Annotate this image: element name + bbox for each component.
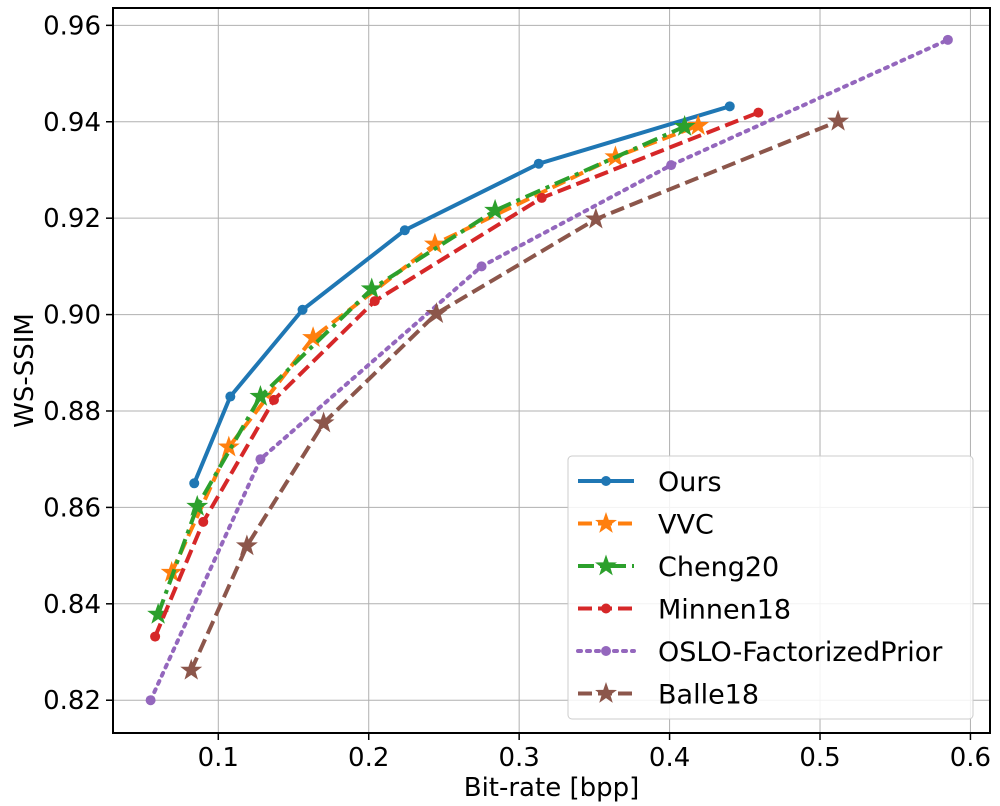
data-point (666, 160, 677, 171)
legend-label: OSLO-FactorizedPrior (658, 637, 943, 668)
data-point (484, 198, 507, 220)
y-tick-label: 0.86 (43, 493, 101, 523)
x-tick-label: 0.3 (498, 743, 539, 773)
data-point (189, 478, 200, 489)
data-point (753, 107, 764, 118)
y-axis-ticks: 0.82 0.84 0.86 0.88 0.90 0.92 0.94 0.96 (43, 11, 113, 716)
data-point (399, 225, 410, 236)
data-point (217, 435, 240, 457)
y-tick-label: 0.82 (43, 686, 101, 716)
data-point (297, 304, 308, 315)
legend-marker (595, 554, 617, 576)
data-point (369, 296, 380, 307)
legend-entry: Balle18 (578, 680, 759, 711)
series-cheng20 (147, 115, 696, 624)
y-tick-label: 0.96 (43, 11, 101, 41)
data-point (255, 454, 266, 465)
data-point (536, 192, 547, 203)
grid (113, 8, 990, 733)
data-point (360, 277, 383, 299)
series-balle18 (180, 109, 850, 680)
y-tick-label: 0.90 (43, 301, 101, 331)
legend-box (567, 455, 974, 720)
x-axis-label: Bit-rate [bpp] (464, 773, 640, 803)
data-point (268, 394, 279, 405)
x-tick-label: 0.2 (348, 743, 389, 773)
legend-marker (595, 511, 617, 533)
data-point (673, 115, 696, 136)
x-tick-label: 0.5 (799, 743, 840, 773)
legend-marker (601, 603, 611, 614)
data-point (225, 391, 236, 402)
x-axis-ticks: 0.1 0.2 0.3 0.4 0.5 0.6 (198, 733, 991, 773)
legend-entry: VVC (578, 510, 714, 541)
data-point (198, 516, 209, 527)
y-tick-label: 0.88 (43, 397, 101, 427)
y-tick-label: 0.94 (43, 108, 101, 138)
data-point (312, 411, 335, 433)
data-point (476, 261, 487, 272)
legend-label: Cheng20 (658, 552, 779, 583)
data-point (533, 158, 544, 169)
series-line (189, 119, 839, 672)
legend-entry: Minnen18 (578, 595, 791, 626)
legend-marker (601, 646, 611, 656)
data-point (687, 114, 710, 135)
data-point (425, 302, 448, 323)
y-axis-label: WS-SSIM (10, 313, 40, 428)
series-line (156, 124, 686, 616)
data-point (186, 494, 209, 516)
legend-marker (601, 476, 611, 486)
y-tick-label: 0.92 (43, 204, 101, 234)
data-point (584, 207, 607, 229)
x-tick-label: 0.6 (950, 743, 991, 773)
legend-label: VVC (658, 510, 714, 541)
legend-label: Balle18 (658, 680, 759, 711)
series-minnen18 (150, 107, 764, 642)
series-line (153, 110, 760, 638)
series-lines (145, 34, 953, 706)
data-point (150, 631, 161, 642)
data-point (827, 109, 850, 131)
series-line (192, 104, 731, 485)
legend-label: Minnen18 (658, 595, 791, 626)
legend: Ours VVC Cheng20 Minnen18 OSLO-FactorizedPri… (567, 455, 974, 720)
data-point (942, 34, 953, 45)
plot-frame (112, 7, 991, 734)
series-oslo-factorizedprior (145, 34, 953, 706)
data-point (180, 658, 203, 680)
legend-entry: OSLO-FactorizedPrior (576, 637, 943, 668)
data-point (235, 534, 258, 556)
data-point (724, 101, 735, 112)
data-point (302, 326, 325, 348)
x-tick-label: 0.4 (649, 743, 690, 773)
data-point (249, 385, 272, 406)
legend-marker (595, 681, 617, 703)
series-ours (189, 101, 735, 489)
y-tick-label: 0.84 (43, 590, 101, 620)
x-tick-label: 0.1 (198, 743, 239, 773)
legend-label: Ours (658, 467, 722, 498)
data-point (145, 695, 156, 706)
legend-entry: Cheng20 (578, 552, 779, 583)
legend-entry: Ours (578, 467, 722, 498)
